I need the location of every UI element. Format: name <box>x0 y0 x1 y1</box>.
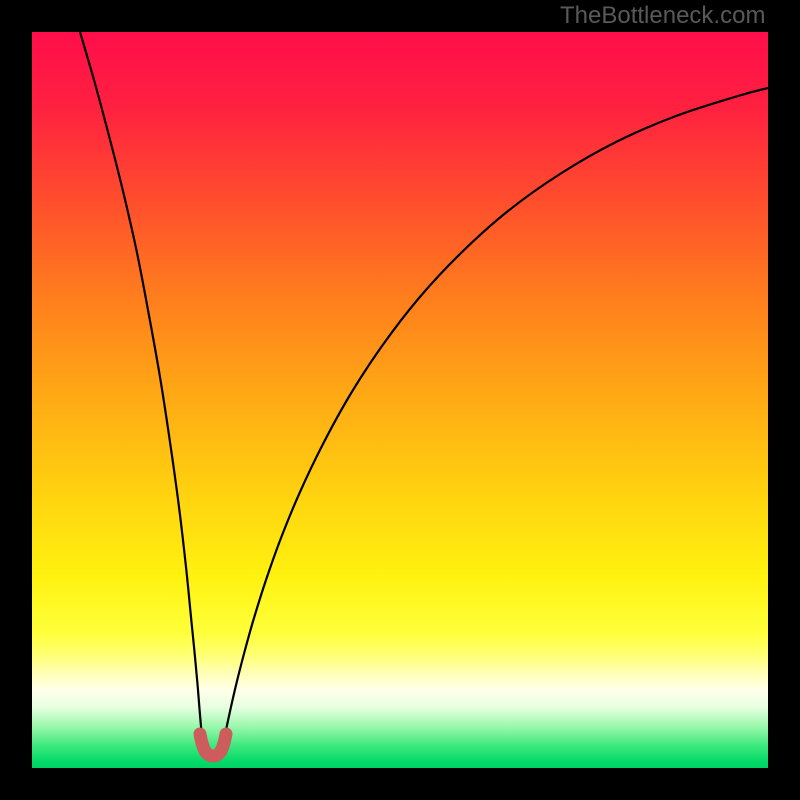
watermark-text: TheBottleneck.com <box>560 2 765 30</box>
chart-svg <box>32 32 768 768</box>
left-curve <box>80 32 203 746</box>
plot-area <box>32 32 768 768</box>
trough-marker <box>200 734 226 756</box>
right-curve <box>223 88 768 746</box>
